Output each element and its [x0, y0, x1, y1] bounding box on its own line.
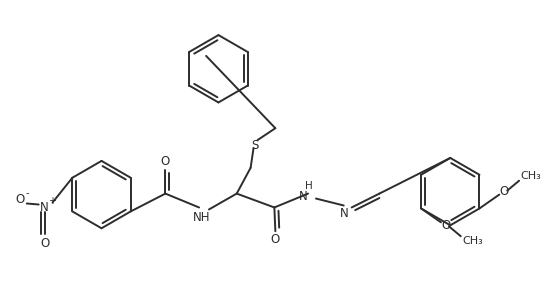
Text: O: O: [271, 233, 280, 246]
Text: O: O: [161, 155, 170, 168]
Text: NH: NH: [193, 211, 211, 224]
Text: -: -: [25, 188, 28, 198]
Text: N: N: [299, 190, 307, 203]
Text: H: H: [305, 181, 313, 191]
Text: N: N: [40, 201, 49, 214]
Text: CH₃: CH₃: [520, 171, 541, 181]
Text: O: O: [441, 219, 451, 232]
Text: O: O: [40, 237, 49, 250]
Text: S: S: [251, 138, 258, 151]
Text: N: N: [340, 207, 349, 220]
Text: O: O: [500, 185, 509, 198]
Text: CH₃: CH₃: [462, 236, 483, 246]
Text: +: +: [47, 196, 56, 206]
Text: O: O: [15, 193, 25, 206]
